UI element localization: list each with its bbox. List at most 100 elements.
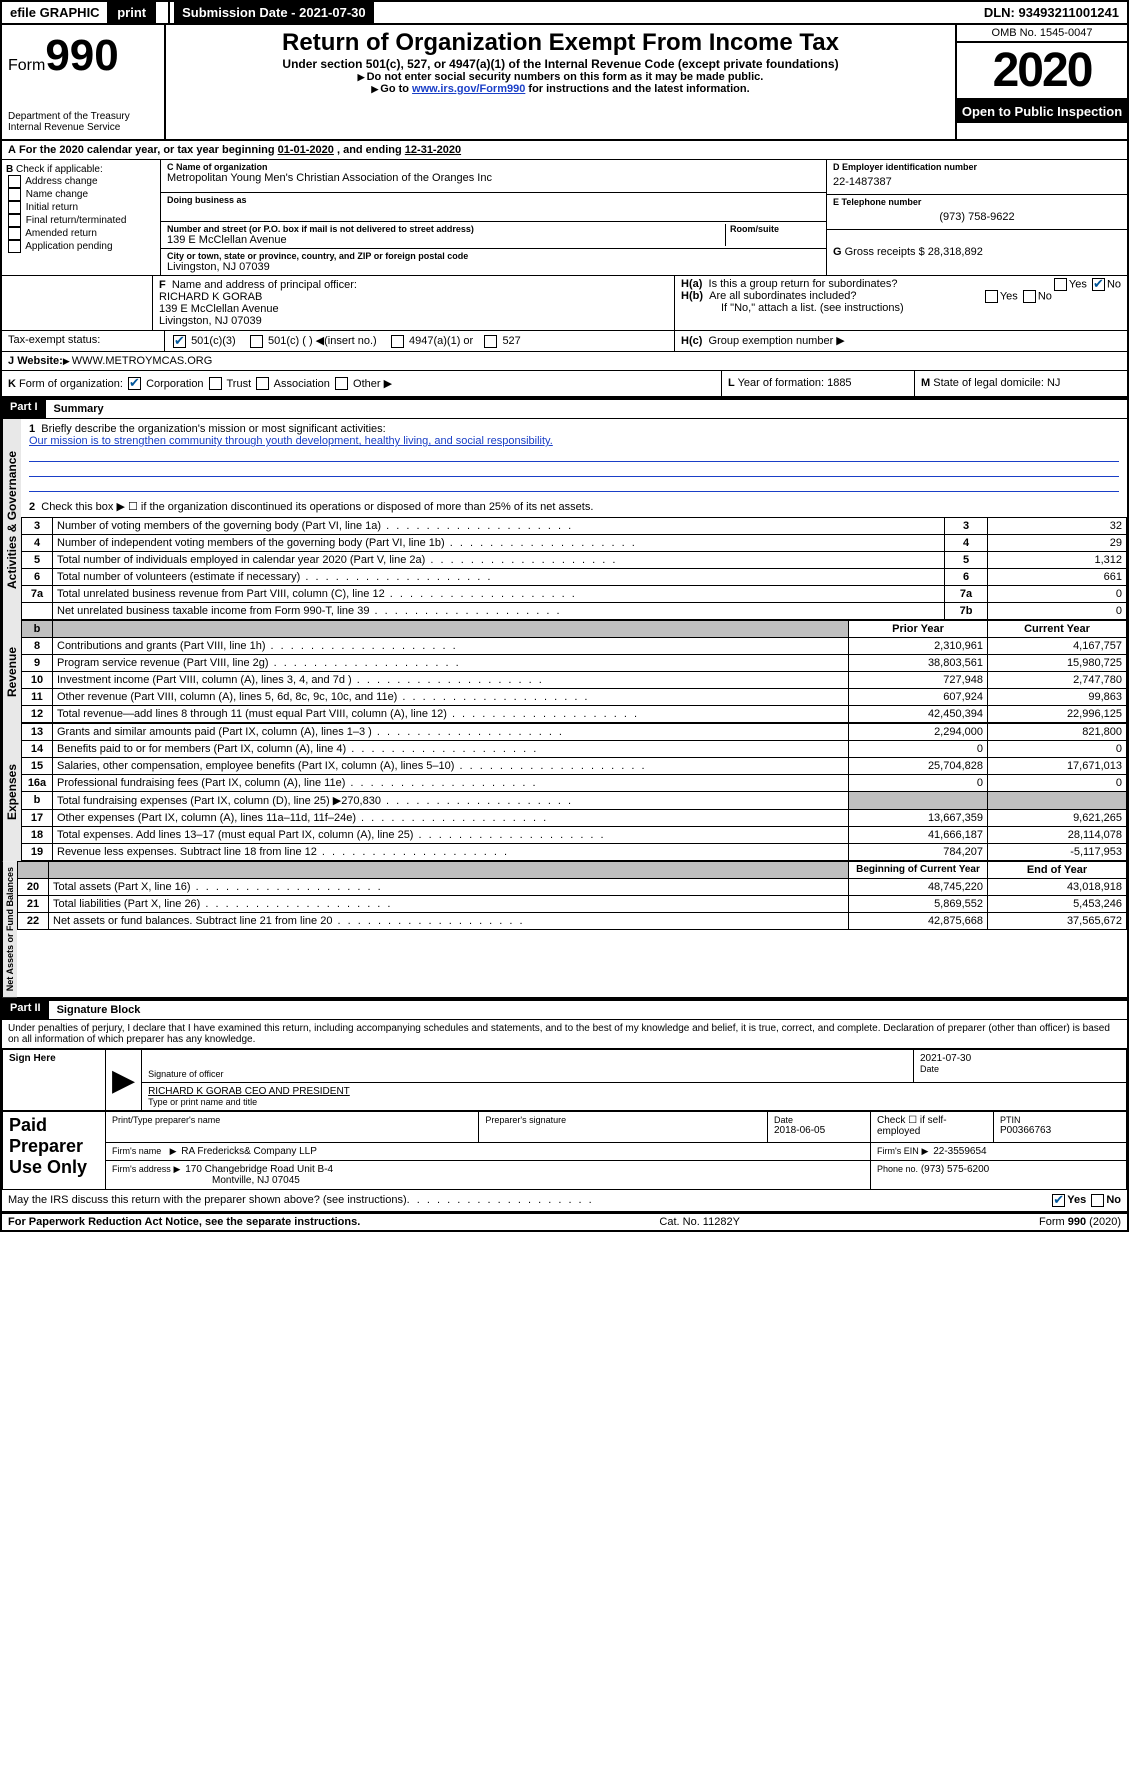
sign-here-table: Sign Here ▶ Signature of officer 2021-07… [2,1049,1127,1111]
na-table: Beginning of Current Year End of Year 20… [17,861,1127,930]
top-bar: efile GRAPHIC print Submission Date - 20… [2,2,1127,25]
check-address-change[interactable] [8,175,21,188]
hb-no[interactable] [1023,290,1036,303]
vtab-governance: Activities & Governance [2,419,21,620]
netassets-section: Net Assets or Fund Balances Beginning of… [2,861,1127,999]
firm-phone-label: Phone no. [877,1164,918,1174]
form-org-label: Form of organization: [19,378,123,390]
officer-addr2: Livingston, NJ 07039 [159,315,668,327]
phone-value: (973) 758-9622 [833,207,1121,227]
addr-label: Number and street (or P.O. box if mail i… [167,224,725,234]
year-formation: 1885 [827,377,851,389]
city-label: City or town, state or province, country… [167,251,820,261]
expenses-section: Expenses 13Grants and similar amounts pa… [2,723,1127,861]
domicile-label: State of legal domicile: [933,377,1044,389]
ssn-hint: Do not enter social security numbers on … [170,71,951,83]
officer-addr1: 139 E McClellan Avenue [159,303,668,315]
table-row: 13Grants and similar amounts paid (Part … [22,724,1127,741]
status-website-block: Tax-exempt status: 501(c)(3) 501(c) ( ) … [2,331,1127,352]
check-501c[interactable] [250,335,263,348]
entity-block: B Check if applicable: Address change Na… [2,160,1127,276]
klm-row: K Form of organization: Corporation Trus… [2,371,1127,399]
type-print-label: Type or print name and title [148,1097,1120,1107]
table-row: Net unrelated business taxable income fr… [22,603,1127,620]
check-initial-return[interactable] [8,201,21,214]
officer-name: RICHARD K GORAB [159,291,668,303]
goto-hint: Go to www.irs.gov/Form990 for instructio… [170,83,951,95]
ptin-value: P00366763 [1000,1125,1120,1136]
gross-receipts: 28,318,892 [928,246,983,258]
table-row: 6Total number of volunteers (estimate if… [22,569,1127,586]
ha-label: Is this a group return for subordinates? [709,278,898,290]
table-row: 12Total revenue—add lines 8 through 11 (… [22,706,1127,723]
table-row: 14Benefits paid to or for members (Part … [22,741,1127,758]
mission-text: Our mission is to strengthen community t… [29,435,553,447]
year-formation-label: Year of formation: [738,377,824,389]
omb-number: OMB No. 1545-0047 [957,25,1127,43]
check-final-return[interactable] [8,214,21,227]
firm-ein: 22-3559654 [933,1146,986,1157]
check-corp[interactable] [128,377,141,390]
discuss-yes[interactable] [1052,1194,1065,1207]
table-row: 16aProfessional fundraising fees (Part I… [22,775,1127,792]
prep-sig-label: Preparer's signature [485,1115,761,1125]
firm-phone: (973) 575-6200 [921,1164,989,1175]
website-row: J Website: WWW.METROYMCAS.ORG [2,352,1127,371]
discuss-no[interactable] [1091,1194,1104,1207]
table-row: 9Program service revenue (Part VIII, lin… [22,655,1127,672]
sig-date: 2021-07-30 [920,1053,1120,1064]
city-state-zip: Livingston, NJ 07039 [167,261,820,273]
governance-section: Activities & Governance 1 Briefly descri… [2,419,1127,620]
pra-notice: For Paperwork Reduction Act Notice, see … [8,1216,360,1228]
irs-link[interactable]: www.irs.gov/Form990 [412,83,525,95]
table-row: 17Other expenses (Part IX, column (A), l… [22,810,1127,827]
form-footer: For Paperwork Reduction Act Notice, see … [2,1213,1127,1230]
form-subtitle: Under section 501(c), 527, or 4947(a)(1)… [170,57,951,71]
self-employed: Check ☐ if self-employed [871,1112,994,1143]
vtab-expenses: Expenses [2,723,21,861]
phone-label: Telephone number [842,197,922,207]
part1-header: Part I Summary [2,398,1127,419]
gross-label: Gross receipts $ [845,246,925,258]
org-name-label: Name of organization [176,162,268,172]
ptin-label: PTIN [1000,1115,1120,1125]
table-row: 5Total number of individuals employed in… [22,552,1127,569]
mission-label: Briefly describe the organization's miss… [41,423,385,435]
check-assoc[interactable] [256,377,269,390]
sign-here-label: Sign Here [3,1050,106,1111]
room-label: Room/suite [730,224,820,234]
date-label: Date [920,1064,1120,1074]
officer-printed-name: RICHARD K GORAB CEO AND PRESIDENT [148,1086,1120,1097]
check-other[interactable] [335,377,348,390]
firm-addr-label: Firm's address [112,1164,171,1174]
print-button[interactable]: print [107,2,156,23]
check-501c3[interactable] [173,335,186,348]
part2-header: Part II Signature Block [2,999,1127,1020]
hb-yes[interactable] [985,290,998,303]
check-name-change[interactable] [8,188,21,201]
website-label: Website: [17,355,63,367]
check-527[interactable] [484,335,497,348]
table-row: bTotal fundraising expenses (Part IX, co… [22,792,1127,810]
form-container: efile GRAPHIC print Submission Date - 20… [0,0,1129,1232]
revenue-section: Revenue b Prior Year Current Year 8Contr… [2,620,1127,723]
ha-no[interactable] [1092,278,1105,291]
vtab-netassets: Net Assets or Fund Balances [2,861,17,997]
tax-period: A For the 2020 calendar year, or tax yea… [2,141,1127,160]
firm-name: RA Fredericks& Company LLP [181,1146,317,1157]
check-trust[interactable] [209,377,222,390]
table-row: 8Contributions and grants (Part VIII, li… [22,638,1127,655]
firm-addr1: 170 Changebridge Road Unit B-4 [185,1164,333,1175]
check-app-pending[interactable] [8,240,21,253]
check-4947[interactable] [391,335,404,348]
line2-text: Check this box ▶ ☐ if the organization d… [41,501,593,513]
check-amended[interactable] [8,227,21,240]
submission-date: Submission Date - 2021-07-30 [174,2,374,23]
ha-yes[interactable] [1054,278,1067,291]
prep-date: 2018-06-05 [774,1125,864,1136]
table-row: 18Total expenses. Add lines 13–17 (must … [22,827,1127,844]
firm-ein-label: Firm's EIN [877,1146,919,1156]
officer-h-block: F Name and address of principal officer:… [2,276,1127,331]
perjury-declaration: Under penalties of perjury, I declare th… [2,1020,1127,1049]
dln-label: DLN: 93493211001241 [976,2,1127,23]
